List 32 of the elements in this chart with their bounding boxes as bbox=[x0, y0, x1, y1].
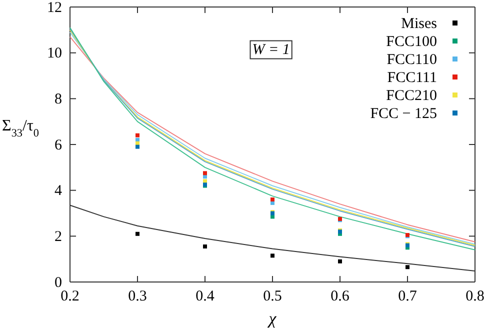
point bbox=[338, 259, 342, 264]
point bbox=[203, 244, 207, 248]
legend-label: FCC111 bbox=[387, 70, 437, 86]
point bbox=[406, 265, 410, 270]
y-tick-label: 12 bbox=[47, 0, 62, 16]
point bbox=[136, 144, 140, 149]
y-tick-label: 2 bbox=[54, 228, 62, 245]
x-tick-label: 0.8 bbox=[466, 288, 484, 305]
point bbox=[270, 254, 274, 258]
y-tick-label: 8 bbox=[54, 91, 62, 108]
legend-label: FCC110 bbox=[386, 52, 437, 68]
y-tick-label: 0 bbox=[54, 274, 62, 291]
y-axis-title: Σ$_{33}$/τ$_{0}$ bbox=[2, 118, 40, 140]
x-tick-label: 0.3 bbox=[128, 288, 147, 305]
annotation: W = 1 bbox=[252, 42, 290, 58]
x-axis-title: χ bbox=[266, 309, 277, 328]
legend-label: Mises bbox=[401, 16, 438, 32]
y-tick-label: 10 bbox=[47, 46, 62, 62]
x-tick-label: 0.5 bbox=[263, 288, 282, 305]
legend-label: FCC210 bbox=[386, 88, 437, 104]
legend-label: FCC − 125 bbox=[370, 106, 437, 122]
x-tick-label: 0.6 bbox=[330, 288, 350, 305]
x-tick-label: 0.7 bbox=[398, 288, 418, 305]
point bbox=[203, 171, 207, 176]
y-tick-label: 4 bbox=[54, 183, 62, 200]
point bbox=[270, 198, 274, 202]
x-tick-label: 0.2 bbox=[60, 288, 80, 305]
point bbox=[136, 133, 140, 138]
x-tick-label: 0.4 bbox=[196, 288, 215, 305]
point bbox=[136, 232, 140, 236]
y-tick-label: 6 bbox=[54, 137, 62, 154]
legend-label: FCC100 bbox=[386, 34, 437, 50]
